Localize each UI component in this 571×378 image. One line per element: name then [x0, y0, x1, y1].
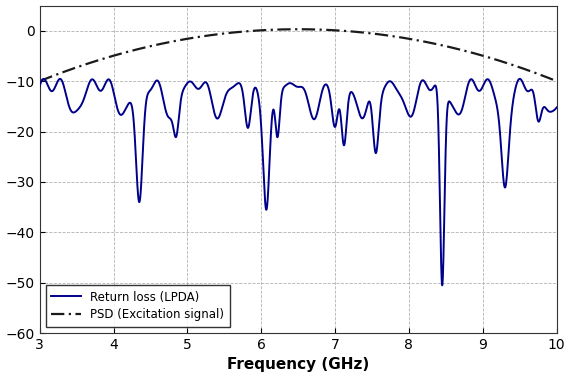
PSD (Excitation signal)	[543, 75, 550, 79]
Return loss (LPDA)	[516, 77, 523, 81]
Line: Return loss (LPDA): Return loss (LPDA)	[39, 79, 557, 285]
PSD (Excitation signal)	[295, 27, 301, 31]
Return loss (LPDA)	[126, 101, 132, 105]
PSD (Excitation signal)	[553, 79, 560, 84]
PSD (Excitation signal)	[36, 79, 43, 84]
PSD (Excitation signal)	[235, 30, 242, 34]
X-axis label: Frequency (GHz): Frequency (GHz)	[227, 358, 369, 372]
Return loss (LPDA)	[257, 112, 264, 116]
Line: PSD (Excitation signal): PSD (Excitation signal)	[39, 29, 557, 81]
Return loss (LPDA)	[235, 81, 242, 85]
Return loss (LPDA)	[553, 105, 560, 110]
PSD (Excitation signal)	[95, 58, 102, 62]
PSD (Excitation signal)	[126, 49, 132, 54]
PSD (Excitation signal)	[257, 28, 264, 33]
Legend: Return loss (LPDA), PSD (Excitation signal): Return loss (LPDA), PSD (Excitation sign…	[46, 285, 230, 327]
Return loss (LPDA)	[95, 87, 102, 91]
Return loss (LPDA)	[488, 82, 494, 86]
Return loss (LPDA)	[439, 283, 445, 288]
Return loss (LPDA)	[544, 107, 550, 112]
Return loss (LPDA)	[36, 84, 43, 88]
PSD (Excitation signal)	[488, 56, 494, 60]
